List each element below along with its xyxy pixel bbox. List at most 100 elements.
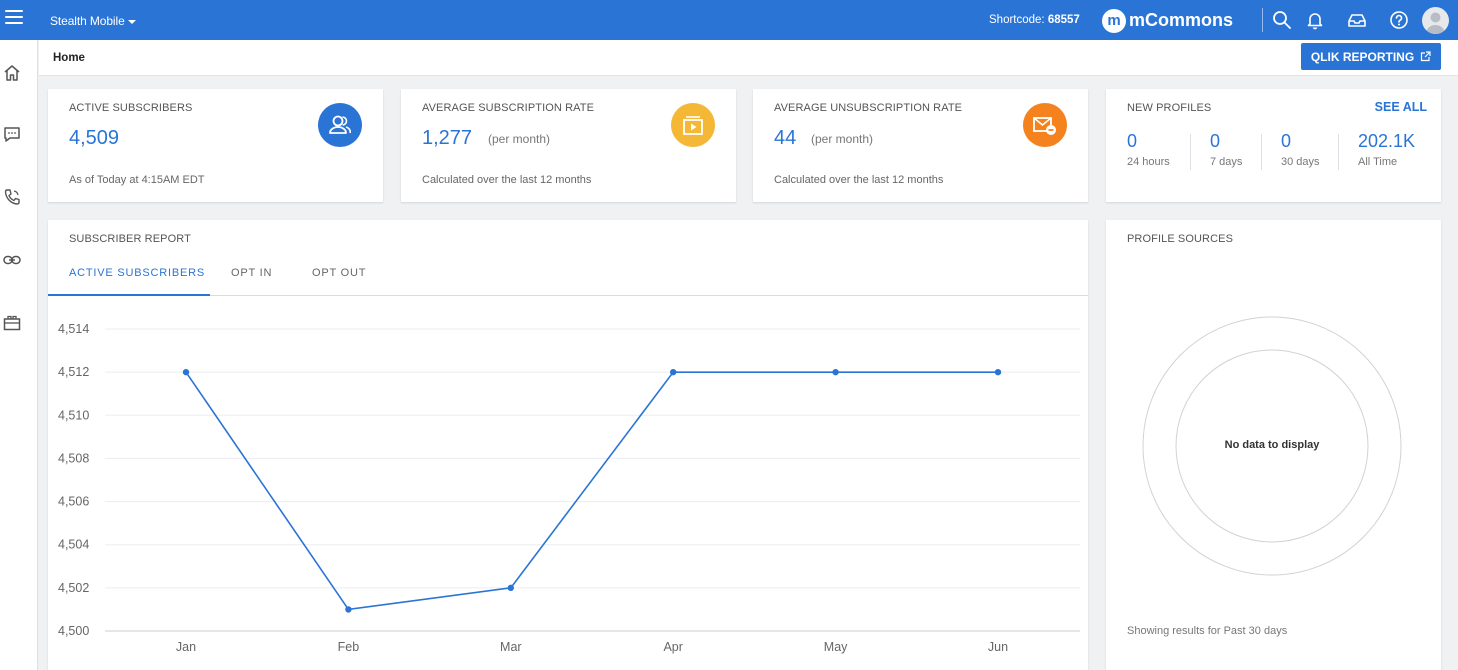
series-line	[185, 371, 998, 611]
org-selector[interactable]: Stealth Mobile	[50, 14, 136, 28]
phone-icon[interactable]	[2, 187, 22, 207]
qlik-reporting-label: QLIK REPORTING	[1310, 49, 1415, 64]
divider	[1190, 134, 1191, 170]
per-month-label: (per month)	[488, 132, 551, 146]
y-tick-label: 4,504	[58, 538, 89, 552]
report-title: SUBSCRIBER REPORT	[69, 233, 191, 245]
breadcrumb: Home QLIK REPORTING	[39, 40, 1458, 76]
new-profiles-card: NEW PROFILES SEE ALL 0 24 hours 0 7 days…	[1106, 89, 1441, 202]
inbox-icon[interactable]	[1346, 9, 1368, 31]
data-point	[507, 584, 514, 592]
brand-mark: m	[1102, 8, 1126, 33]
bell-icon[interactable]	[1304, 9, 1326, 31]
no-data-message: No data to display	[1224, 439, 1320, 451]
x-tick-label: Apr	[663, 640, 682, 654]
tab-active-subscribers[interactable]: ACTIVE SUBSCRIBERS	[69, 267, 206, 279]
external-link-icon	[1421, 51, 1431, 62]
user-avatar-icon	[1426, 12, 1445, 34]
divider	[1261, 134, 1262, 170]
tab-divider	[48, 295, 1088, 296]
y-tick-label: 4,514	[58, 322, 89, 336]
subscription-rate-card: AVERAGE SUBSCRIPTION RATE 1,277 (per mon…	[401, 89, 736, 202]
card-label: NEW PROFILES	[1127, 102, 1212, 114]
tickets-icon[interactable]	[2, 313, 22, 333]
empty-donut-chart	[1142, 316, 1402, 576]
data-point	[670, 368, 677, 376]
profile-sources-card: PROFILE SOURCES No data to display Showi…	[1106, 220, 1441, 670]
x-tick-label: Jan	[176, 640, 196, 654]
card-note: Calculated over the last 12 months	[774, 174, 944, 186]
mail-minus-icon	[1023, 103, 1067, 147]
active-subscribers-value: 4,509	[69, 127, 120, 149]
card-label: PROFILE SOURCES	[1127, 233, 1234, 245]
see-all-link[interactable]: SEE ALL	[1374, 100, 1427, 114]
breadcrumb-home[interactable]: Home	[53, 52, 85, 64]
stat-24-hours: 0 24 hours	[1127, 131, 1170, 168]
x-tick-label: Jun	[988, 640, 1008, 654]
people-icon	[318, 103, 362, 147]
stat-period: 7 days	[1210, 156, 1243, 168]
caret-down-icon	[127, 19, 136, 24]
active-tab-indicator	[48, 294, 210, 296]
card-note: Calculated over the last 12 months	[422, 174, 592, 186]
card-label: AVERAGE UNSUBSCRIPTION RATE	[774, 102, 963, 114]
shortcode: Shortcode: 68557	[989, 14, 1080, 26]
unsubscription-rate-card: AVERAGE UNSUBSCRIPTION RATE 44 (per mont…	[753, 89, 1088, 202]
top-bar: Stealth Mobile Shortcode: 68557 m mCommo…	[0, 0, 1458, 40]
shortcode-label: Shortcode:	[989, 14, 1045, 26]
stat-value: 202.1K	[1358, 131, 1416, 151]
x-tick-label: Mar	[500, 640, 522, 654]
unsubscription-rate-value: 44	[774, 127, 797, 149]
data-point	[832, 368, 839, 376]
stat-period: All Time	[1358, 156, 1398, 168]
card-note: As of Today at 4:15AM EDT	[69, 174, 205, 186]
stat-30-days: 0 30 days	[1281, 131, 1320, 168]
brand-name: mCommons	[1129, 10, 1234, 30]
data-point	[345, 606, 352, 613]
stat-7-days: 0 7 days	[1210, 131, 1242, 168]
stat-value: 0	[1281, 131, 1292, 151]
x-tick-label: May	[824, 640, 848, 654]
divider	[1338, 134, 1339, 170]
x-tick-label: Feb	[338, 640, 360, 654]
subscription-rate-value: 1,277	[422, 127, 473, 149]
data-point	[994, 368, 1002, 376]
left-nav	[0, 40, 38, 670]
menu-icon[interactable]	[5, 10, 23, 26]
qlik-reporting-button[interactable]: QLIK REPORTING	[1301, 43, 1441, 70]
donut-inner-ring	[1175, 349, 1369, 543]
stat-period: 24 hours	[1127, 156, 1170, 168]
tab-opt-in[interactable]: OPT IN	[231, 267, 273, 279]
home-icon[interactable]	[2, 63, 22, 83]
y-tick-label: 4,512	[58, 365, 89, 379]
subscriber-report-card: SUBSCRIBER REPORT ACTIVE SUBSCRIBERS OPT…	[48, 220, 1088, 670]
y-tick-label: 4,510	[58, 408, 89, 422]
active-subscribers-card: ACTIVE SUBSCRIBERS 4,509 As of Today at …	[48, 89, 383, 202]
data-point	[182, 368, 190, 376]
divider	[1262, 8, 1263, 32]
y-tick-label: 4,500	[58, 624, 89, 638]
play-icon	[671, 103, 715, 147]
brand-logo[interactable]: m mCommons	[1102, 8, 1233, 33]
search-icon[interactable]	[1271, 9, 1293, 31]
per-month-label: (per month)	[811, 132, 874, 146]
y-tick-label: 4,506	[58, 495, 89, 509]
stat-period: 30 days	[1281, 156, 1320, 168]
card-label: AVERAGE SUBSCRIPTION RATE	[422, 102, 595, 114]
avatar[interactable]	[1422, 7, 1449, 34]
link-icon[interactable]	[2, 250, 22, 270]
stat-all-time: 202.1K All Time	[1358, 131, 1415, 168]
card-label: ACTIVE SUBSCRIBERS	[69, 102, 193, 114]
shortcode-value: 68557	[1047, 14, 1080, 26]
stat-value: 0	[1127, 131, 1138, 151]
subscriber-line-chart: 4,500 4,502 4,504 4,506 4,508 4,510 4,512 4,514…	[58, 322, 1080, 654]
y-tick-label: 4,502	[58, 581, 89, 595]
messages-icon[interactable]	[2, 124, 22, 144]
donut-outer-ring	[1142, 316, 1402, 576]
help-icon[interactable]	[1388, 9, 1410, 31]
org-name: Stealth Mobile	[50, 14, 125, 28]
y-tick-label: 4,508	[58, 451, 89, 465]
tab-opt-out[interactable]: OPT OUT	[312, 267, 367, 279]
results-range-note: Showing results for Past 30 days	[1127, 625, 1288, 637]
stat-value: 0	[1210, 131, 1221, 151]
